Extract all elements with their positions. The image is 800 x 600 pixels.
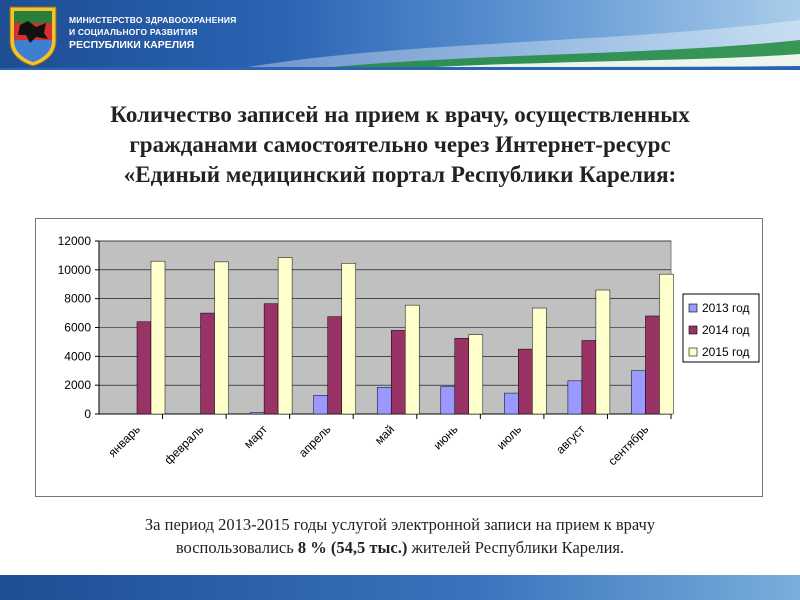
legend-swatch-2 — [688, 347, 698, 357]
bar-2015-год-3 — [341, 263, 356, 415]
ministry-name-line3: РЕСПУБЛИКИ КАРЕЛИЯ — [69, 39, 195, 51]
bar-2015-год-7 — [595, 289, 611, 415]
bar-2014-год-0 — [136, 321, 152, 415]
header-banner: МИНИСТЕРСТВО ЗДРАВООХРАНЕНИЯ И СОЦИАЛЬНО… — [0, 0, 800, 70]
caption-line2: воспользовались 8 % (54,5 тыс.) жителей … — [176, 538, 624, 557]
karelia-coat-of-arms-icon — [9, 6, 57, 67]
bar-2015-год-6 — [532, 307, 547, 415]
bar-2013-год-6 — [504, 392, 519, 415]
bar-2013-год-8 — [631, 370, 646, 415]
header-wave-decoration — [0, 20, 800, 70]
bar-2013-год-7 — [567, 380, 583, 415]
ministry-name-line1: МИНИСТЕРСТВО ЗДРАВООХРАНЕНИЯ — [69, 15, 237, 25]
legend-swatch-0 — [688, 303, 698, 313]
bar-2015-год-2 — [277, 257, 293, 415]
bar-2014-год-6 — [518, 348, 533, 415]
bar-2015-год-4 — [404, 304, 420, 415]
bar-2013-год-2 — [249, 412, 265, 415]
y-tick-label-0: 0 — [84, 407, 91, 421]
legend-label-0: 2013 год — [702, 301, 750, 315]
x-tick-label-8: сентябрь — [605, 422, 651, 468]
bar-2015-год-8 — [659, 273, 674, 415]
y-tick-label-4: 8000 — [64, 292, 91, 306]
legend-label-2: 2015 год — [702, 345, 750, 359]
ministry-name: МИНИСТЕРСТВО ЗДРАВООХРАНЕНИЯ И СОЦИАЛЬНО… — [69, 14, 236, 51]
caption-line2-end: жителей Республики Карелия. — [407, 538, 625, 557]
bar-2015-год-0 — [150, 260, 166, 415]
bar-2013-год-5 — [440, 386, 456, 415]
y-tick-label-5: 10000 — [58, 263, 92, 277]
bar-2015-год-5 — [468, 334, 484, 415]
x-tick-label-3: апрель — [296, 422, 334, 460]
bar-2014-год-3 — [327, 316, 342, 415]
bar-2014-год-8 — [645, 315, 660, 415]
ministry-name-line2: И СОЦИАЛЬНОГО РАЗВИТИЯ — [69, 27, 198, 37]
caption-highlight: 8 % (54,5 тыс.) — [297, 538, 408, 557]
y-tick-label-6: 12000 — [58, 234, 92, 248]
page-title-line3: «Единый медицинский портал Республики Ка… — [123, 162, 677, 187]
x-tick-label-0: январь — [105, 422, 142, 459]
bar-2014-год-7 — [581, 340, 597, 415]
x-tick-label-6: июль — [494, 422, 524, 452]
legend-label-1: 2014 год — [702, 323, 750, 337]
caption-line1: За период 2013-2015 годы услугой электро… — [144, 515, 656, 534]
bar-2014-год-1 — [200, 312, 215, 415]
bar-2013-год-4 — [376, 387, 392, 415]
bar-2014-год-4 — [390, 330, 406, 415]
bar-2013-год-3 — [313, 395, 328, 415]
page-title-line1: Количество записей на прием к врачу, осу… — [110, 102, 690, 127]
legend-swatch-1 — [688, 325, 698, 335]
footer-bar — [0, 575, 800, 600]
x-tick-label-1: февраль — [162, 422, 207, 467]
y-tick-label-3: 6000 — [64, 321, 91, 335]
caption-line2-start: воспользовались — [175, 538, 298, 557]
bar-2014-год-5 — [454, 338, 470, 415]
chart-container: 0 2000 4000 6000 8000 10000 12000 январь февраль… — [35, 218, 763, 497]
bar-2014-год-2 — [263, 303, 279, 415]
caption: За период 2013-2015 годы услугой электро… — [40, 513, 760, 559]
page-title-line2: гражданами самостоятельно через Интернет… — [129, 132, 671, 157]
x-tick-label-4: май — [372, 422, 397, 447]
x-tick-label-5: июнь — [431, 422, 461, 452]
bar-chart: 0 2000 4000 6000 8000 10000 12000 январь февраль… — [58, 234, 760, 468]
x-tick-label-7: август — [553, 422, 588, 457]
x-tick-label-2: март — [241, 422, 270, 451]
y-tick-label-2: 4000 — [64, 349, 91, 363]
page-title: Количество записей на прием к врачу, осу… — [40, 100, 760, 190]
bar-2015-год-1 — [214, 261, 229, 415]
y-tick-label-1: 2000 — [64, 378, 91, 392]
